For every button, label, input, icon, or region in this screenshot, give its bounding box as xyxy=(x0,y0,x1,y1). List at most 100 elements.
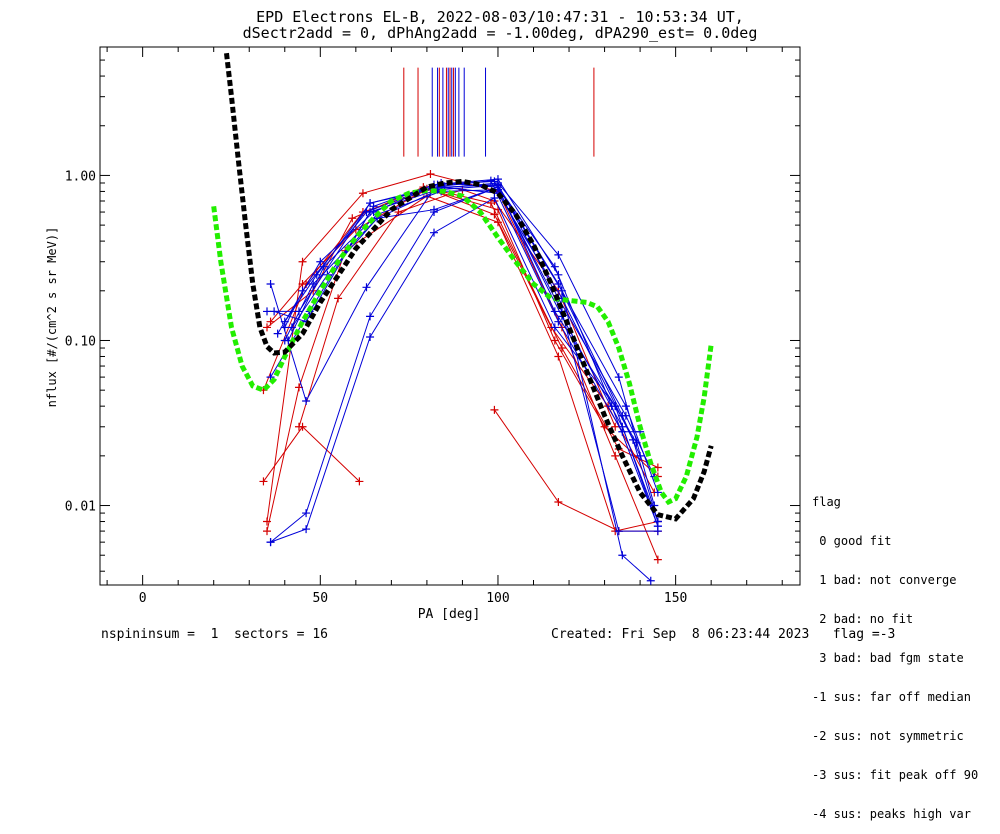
blue-series-point xyxy=(430,228,439,237)
blue-series-point xyxy=(319,262,328,271)
blue-series-point xyxy=(554,279,563,288)
blue-series-point xyxy=(636,451,645,460)
blue-series-point xyxy=(614,373,623,382)
blue-series-point xyxy=(280,336,289,345)
blue-series-point xyxy=(614,527,623,536)
blue-series-point xyxy=(312,270,321,279)
red-series-point xyxy=(557,344,566,353)
red-series-line xyxy=(266,173,659,560)
blue-series-line xyxy=(270,178,652,582)
red-series-point xyxy=(426,170,435,179)
red-series-point xyxy=(490,405,499,414)
blue-series-point xyxy=(493,181,502,190)
plot-frame xyxy=(99,46,801,586)
red-series-point xyxy=(263,323,272,332)
red-series-line xyxy=(263,189,655,493)
legend-item: -1 sus: far off median xyxy=(812,690,971,704)
blue-series-point xyxy=(366,312,375,321)
blue-series-line xyxy=(291,184,655,477)
blue-series-point xyxy=(266,279,275,288)
blue-series-line xyxy=(284,182,659,493)
red-series-point xyxy=(550,336,559,345)
red-series-line xyxy=(266,195,659,532)
blue-series-point xyxy=(430,205,439,214)
red-series-point xyxy=(263,517,272,526)
blue-series-point xyxy=(554,270,563,279)
blue-series-point xyxy=(618,422,627,431)
blue-series-point xyxy=(653,527,662,536)
flag-legend: flag 0 good fit 1 bad: not converge 2 ba… xyxy=(812,470,978,834)
red-series-line xyxy=(298,189,616,427)
legend-item: 2 bad: no fit xyxy=(812,612,914,626)
red-series-point xyxy=(653,463,662,472)
legend-title: flag xyxy=(812,495,841,509)
blue-series-point xyxy=(550,307,559,316)
legend-item: -2 sus: not symmetric xyxy=(812,729,964,743)
red-series-point xyxy=(358,189,367,198)
blue-series-point xyxy=(366,332,375,341)
blue-series-point xyxy=(618,411,627,420)
red-series-line xyxy=(263,426,360,482)
blue-series-line xyxy=(270,197,659,543)
blue-series-point xyxy=(302,525,311,534)
blue-series-line xyxy=(284,186,659,522)
blue-series-point xyxy=(302,396,311,405)
red-series-point xyxy=(653,555,662,564)
x-tick-label: 150 xyxy=(664,591,687,606)
blue-series-point xyxy=(621,402,630,411)
blue-series-point xyxy=(263,307,272,316)
footer-left: nspininsum = 1 sectors = 16 xyxy=(101,627,328,642)
red-series-point xyxy=(490,210,499,219)
red-series-point xyxy=(554,498,563,507)
axes-group: 0 50 100 150 0.01 0.10 1.00 xyxy=(65,46,801,606)
blue-series-point xyxy=(270,307,279,316)
blue-series-line xyxy=(277,180,659,522)
y-tick-label: 0.10 xyxy=(65,334,96,349)
red-series-line xyxy=(266,186,659,468)
blue-series-point xyxy=(646,576,655,585)
blue-series-point xyxy=(316,257,325,266)
red-series-point xyxy=(355,477,364,486)
blue-series-line xyxy=(287,189,658,532)
red-series-point xyxy=(611,451,620,460)
footer-right: Created: Fri Sep 8 06:23:44 2023 flag =-… xyxy=(551,627,896,642)
blue-series-point xyxy=(490,193,499,202)
blue-series-point xyxy=(550,323,559,332)
x-axis-label: PA [deg] xyxy=(418,607,481,622)
pitch-angle-plot: 0 50 100 150 0.01 0.10 1.00 PA [deg] nflux [#/… xyxy=(45,46,801,622)
blue-series-point xyxy=(266,538,275,547)
blue-series-point xyxy=(618,551,627,560)
blue-series-line xyxy=(284,186,637,444)
y-axis-label: nflux [#/(cm^2 s sr MeV)] xyxy=(45,227,59,408)
blue-series-point xyxy=(309,279,318,288)
chart-title: EPD Electrons EL-B, 2022-08-03/10:47:31 … xyxy=(256,8,744,26)
red-series-point xyxy=(611,422,620,431)
red-series-point xyxy=(294,422,303,431)
x-tick-label: 0 xyxy=(139,591,147,606)
red-series-point xyxy=(334,294,343,303)
x-tick-label: 50 xyxy=(312,591,328,606)
blue-series-point xyxy=(302,509,311,518)
red-series-point xyxy=(259,477,268,486)
red-series-point xyxy=(554,352,563,361)
blue-series-point xyxy=(486,176,495,185)
blue-series-line xyxy=(273,184,641,457)
chart-marks xyxy=(211,52,714,585)
blue-series-point xyxy=(362,283,371,292)
blue-series-line xyxy=(270,182,655,506)
chart-subtitle: dSectr2add = 0, dPhAng2add = -1.00deg, d… xyxy=(242,24,758,42)
blue-series-point xyxy=(366,199,375,208)
x-tick-label: 100 xyxy=(486,591,509,606)
legend-item: -4 sus: peaks high var xyxy=(812,807,971,821)
legend-item: 0 good fit xyxy=(812,534,892,548)
green-fit-curve xyxy=(211,187,714,506)
legend-item: 1 bad: not converge xyxy=(812,573,957,587)
red-series-point xyxy=(298,257,307,266)
y-tick-label: 0.01 xyxy=(65,500,96,515)
red-series-point xyxy=(263,527,272,536)
blue-series-point xyxy=(653,517,662,526)
blue-series-line xyxy=(270,186,659,543)
blue-series-point xyxy=(366,208,375,217)
blue-series-point xyxy=(273,329,282,338)
blue-series-point xyxy=(554,250,563,259)
